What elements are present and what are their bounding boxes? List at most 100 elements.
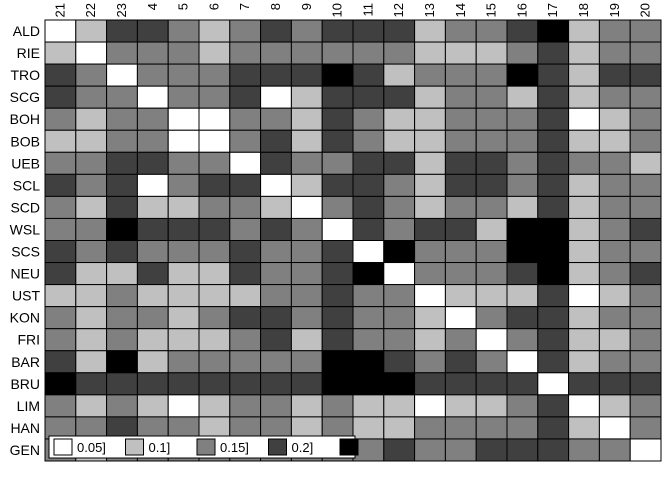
heatmap-cell [475,438,508,462]
heatmap-cell [444,416,477,440]
heatmap-cell [568,107,600,131]
heatmap-cell [506,41,539,65]
heatmap-cell [444,19,477,43]
heatmap-cell [629,284,662,308]
heatmap-cell [229,240,262,264]
heatmap-cell [106,129,138,153]
heatmap-cell [229,85,262,109]
heatmap-cell [475,394,508,418]
heatmap-cell [383,394,416,418]
heatmap-cell [629,195,662,219]
heatmap-cell [106,41,138,65]
heatmap-cell [414,107,446,131]
heatmap-cell [260,328,292,352]
heatmap-cell [537,240,570,264]
heatmap-cell [383,262,416,286]
heatmap-cell [383,195,416,219]
heatmap-cell [352,306,385,330]
heatmap-cell [598,85,631,109]
heatmap-cell [290,151,323,175]
heatmap-cell [568,394,600,418]
heatmap-cell [75,173,108,197]
y-tick-label: KON [10,310,40,326]
heatmap-cell [383,217,416,241]
heatmap-cell [321,217,354,241]
heatmap-cell [475,19,508,43]
heatmap-cell [475,107,508,131]
heatmap-cell [506,195,539,219]
heatmap-cell [506,19,539,43]
heatmap-cell [568,129,600,153]
heatmap-cell [136,19,169,43]
heatmap-cell [598,328,631,352]
heatmap-cell [75,41,108,65]
y-tick-label: GEN [10,442,40,458]
heatmap-cell [414,438,446,462]
heatmap-cell [136,85,169,109]
heatmap-cell [321,350,354,374]
heatmap-cell [290,173,323,197]
x-tick-label: 18 [576,3,591,17]
heatmap-cell [260,151,292,175]
heatmap-cell [537,107,570,131]
heatmap-cell [44,107,77,131]
heatmap-cell [44,394,77,418]
heatmap-cell [537,438,570,462]
heatmap-cell [352,217,385,241]
heatmap-cell [198,394,231,418]
heatmap-cell [260,262,292,286]
heatmap-cell [414,240,446,264]
heatmap-cell [167,85,200,109]
legend-label: 0.05] [77,440,106,455]
heatmap-cell [75,284,108,308]
heatmap-cell [198,350,231,374]
heatmap-cell [136,41,169,65]
heatmap-cell [414,306,446,330]
heatmap-cell [568,195,600,219]
y-tick-label: UEB [11,155,40,171]
heatmap-cell [444,63,477,87]
heatmap-cell [598,217,631,241]
heatmap-cell [44,85,77,109]
heatmap-cell [537,350,570,374]
heatmap-cell [475,85,508,109]
heatmap-cell [352,107,385,131]
heatmap-cell [444,438,477,462]
heatmap-cell [198,306,231,330]
heatmap-cell [506,394,539,418]
y-tick-label: BOH [10,111,40,127]
heatmap-cell [198,129,231,153]
heatmap-cell [260,19,292,43]
heatmap-cell [414,262,446,286]
heatmap-cell [75,240,108,264]
x-tick-label: 7 [237,3,252,10]
heatmap-cell [106,372,138,396]
heatmap-cell [352,63,385,87]
heatmap-cell [475,350,508,374]
heatmap-cell [537,195,570,219]
heatmap-cell [290,107,323,131]
heatmap-cell [414,350,446,374]
x-tick-label: 13 [422,3,437,17]
heatmap-cell [598,129,631,153]
heatmap-cell [568,350,600,374]
legend-label: 0.2] [292,440,314,455]
heatmap-cell [167,240,200,264]
heatmap-cell [75,372,108,396]
heatmap-cell [290,372,323,396]
heatmap-cell [229,107,262,131]
heatmap-cell [568,173,600,197]
heatmap-cell [44,195,77,219]
heatmap-cell [475,129,508,153]
heatmap-cell [44,41,77,65]
heatmap-cell [229,217,262,241]
x-tick-label: 5 [176,3,191,10]
heatmap-cell [106,328,138,352]
heatmap-cell [352,416,385,440]
heatmap-cell [568,217,600,241]
heatmap-cell [414,217,446,241]
heatmap-cell [290,284,323,308]
y-tick-label: UST [12,288,40,304]
y-tick-label: LIM [17,398,40,414]
